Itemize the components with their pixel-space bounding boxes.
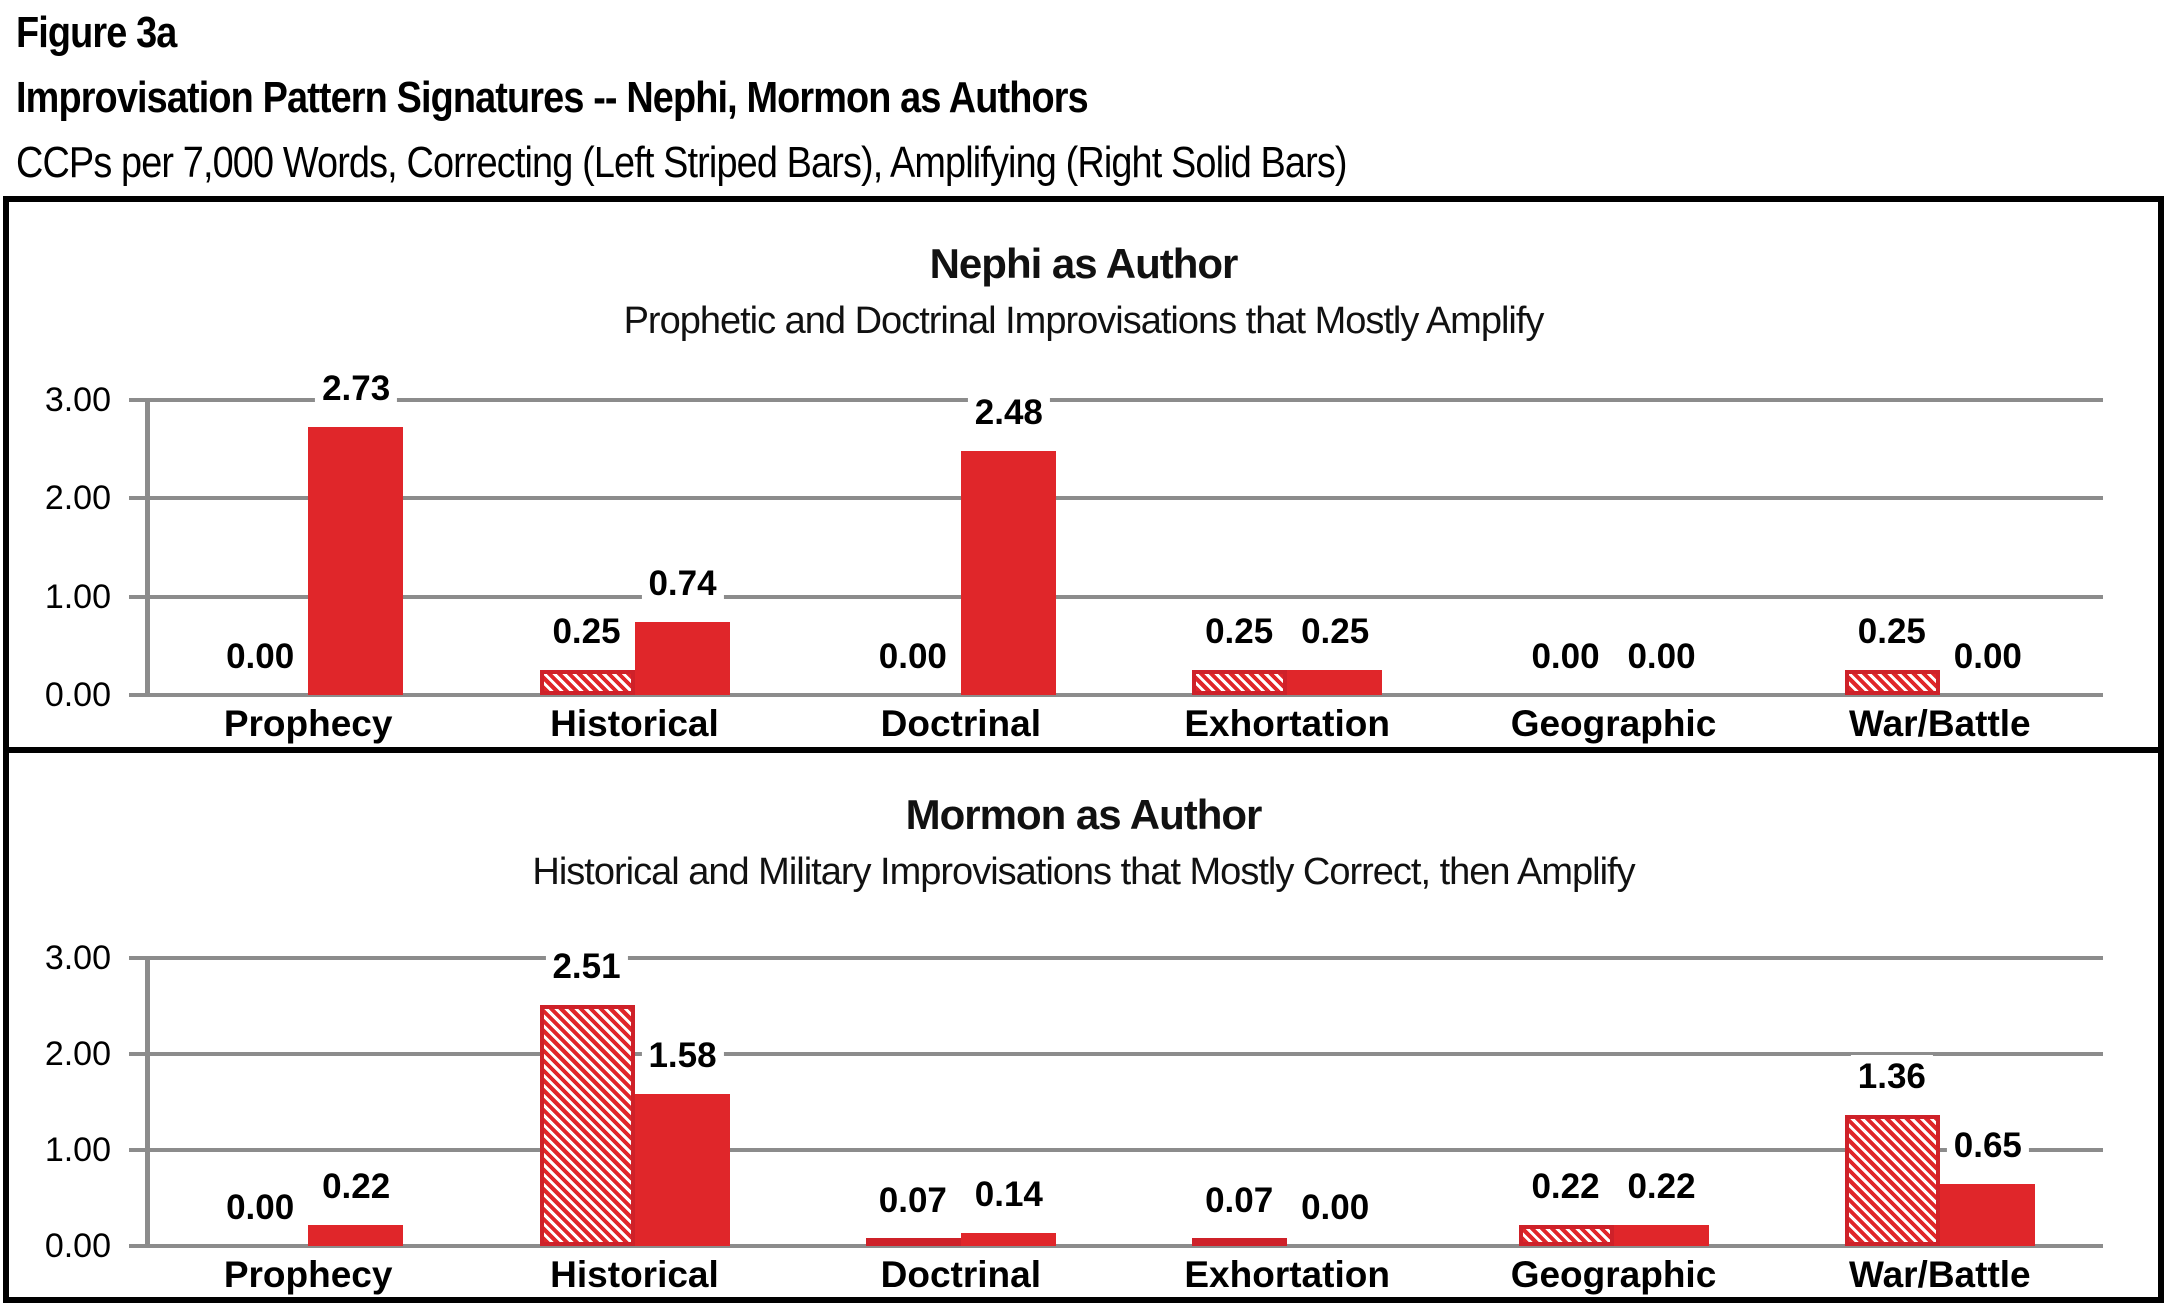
correcting-bar (539, 670, 635, 695)
y-axis-tick (129, 594, 145, 599)
correcting-bar (539, 1005, 635, 1246)
y-axis-line (145, 956, 150, 1248)
y-axis-label: 0.00 (44, 676, 111, 714)
data-label: 0.22 (1524, 1164, 1607, 1209)
nephi-chart-panel: Nephi as Author Prophetic and Doctrinal … (3, 196, 2164, 753)
amplifying-bar (1287, 670, 1383, 695)
correcting-bar (1518, 1224, 1614, 1246)
data-label: 0.22 (315, 1164, 398, 1209)
data-label: 1.36 (1850, 1055, 1933, 1100)
correcting-bar (1192, 1238, 1288, 1246)
gridline (145, 956, 2103, 960)
category-label: Geographic (1510, 703, 1717, 744)
data-label: 0.14 (967, 1172, 1050, 1217)
y-axis-tick (129, 1148, 145, 1153)
y-axis-tick (129, 398, 145, 402)
figure-subtitle: CCPs per 7,000 Words, Correcting (Left S… (16, 138, 1348, 187)
category-label: Exhortation (1184, 703, 1390, 744)
gridline (145, 398, 2103, 402)
data-label: 0.00 (219, 635, 302, 679)
data-label: 0.25 (1198, 610, 1281, 655)
y-axis-tick (129, 1244, 145, 1248)
y-axis-label: 2.00 (44, 479, 111, 518)
amplifying-bar (960, 1232, 1056, 1246)
data-label: 0.00 (219, 1186, 302, 1230)
data-label: 0.65 (1946, 1123, 2029, 1168)
amplifying-bar (308, 1224, 404, 1246)
category-label: Doctrinal (880, 1254, 1041, 1295)
y-axis-label: 1.00 (44, 577, 111, 616)
gridline (145, 594, 2103, 599)
data-label: 0.07 (1198, 1179, 1281, 1224)
category-label: Exhortation (1184, 1254, 1390, 1295)
y-axis-tick (129, 693, 145, 697)
gridline (145, 1052, 2103, 1057)
chart-title: Nephi as Author (929, 240, 1239, 287)
amplifying-bar (960, 451, 1056, 695)
gridline (145, 496, 2103, 501)
y-axis-label: 3.00 (44, 381, 111, 419)
chart-title: Mormon as Author (905, 791, 1263, 838)
amplifying-bar (634, 622, 730, 695)
y-axis-label: 0.00 (44, 1227, 111, 1265)
data-label: 0.00 (1946, 635, 2029, 679)
data-label: 1.58 (641, 1034, 724, 1079)
gridline (145, 693, 2103, 697)
category-label: War/Battle (1849, 1254, 2031, 1295)
y-axis-tick (129, 1052, 145, 1057)
correcting-bar (1192, 670, 1288, 695)
amplifying-bar (1613, 1224, 1709, 1246)
gridline (145, 1244, 2103, 1248)
correcting-bar (865, 1238, 961, 1246)
data-label: 0.00 (871, 635, 954, 679)
plot-area: 0.00 1.00 2.00 3.00 0.00 0.22 Prophecy 2.51 1.58… (45, 939, 2103, 1295)
chart-subtitle: Prophetic and Doctrinal Improvisations t… (623, 300, 1545, 342)
category-label: Prophecy (223, 703, 393, 744)
y-axis-label: 2.00 (44, 1035, 111, 1074)
data-label: 2.73 (315, 366, 398, 411)
figure-header: Figure 3a Improvisation Pattern Signatur… (16, 0, 1348, 195)
amplifying-bar (308, 426, 404, 695)
category-label: Doctrinal (880, 703, 1041, 744)
data-label: 0.25 (1294, 610, 1377, 655)
category-label: Prophecy (223, 1254, 393, 1295)
gridline (145, 1148, 2103, 1153)
y-axis-tick (129, 496, 145, 501)
mormon-chart-panel: Mormon as Author Historical and Military… (3, 753, 2164, 1303)
plot-area: 0.00 1.00 2.00 3.00 0.00 2.73 Prophecy 0.25 0.74… (45, 366, 2103, 744)
amplifying-bar (634, 1094, 730, 1246)
category-label: Historical (550, 703, 719, 744)
category-label: Geographic (1510, 1254, 1717, 1295)
correcting-bar (1844, 670, 1940, 695)
data-label: 0.00 (1620, 635, 1703, 679)
data-label: 0.74 (641, 562, 724, 607)
data-label: 0.22 (1620, 1164, 1703, 1209)
category-label: Historical (550, 1254, 719, 1295)
data-label: 2.48 (967, 391, 1050, 436)
figure-label: Figure 3a (16, 8, 177, 57)
y-axis-line (145, 398, 150, 697)
data-label: 2.51 (545, 945, 628, 990)
data-label: 0.25 (545, 610, 628, 655)
data-label: 0.00 (1294, 1186, 1377, 1230)
y-axis-label: 3.00 (44, 939, 111, 977)
figure-title: Improvisation Pattern Signatures -- Neph… (16, 73, 1089, 122)
data-label: 0.00 (1524, 635, 1607, 679)
data-label: 0.25 (1850, 610, 1933, 655)
category-label: War/Battle (1849, 703, 2031, 744)
chart-subtitle: Historical and Military Improvisations t… (532, 851, 1635, 893)
y-axis-label: 1.00 (44, 1131, 111, 1170)
amplifying-bar (1939, 1183, 2035, 1246)
y-axis-tick (129, 956, 145, 960)
correcting-bar (1844, 1115, 1940, 1246)
data-label: 0.07 (871, 1179, 954, 1224)
